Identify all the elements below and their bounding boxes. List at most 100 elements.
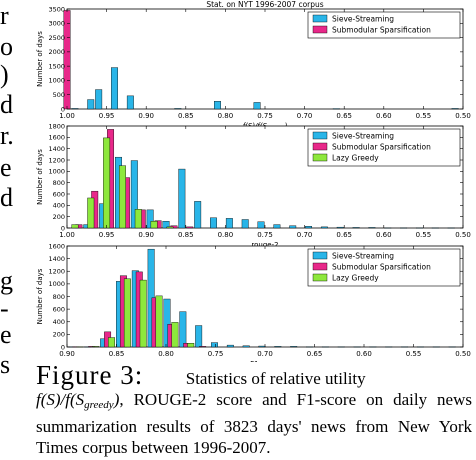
fragment: r. — [0, 121, 14, 150]
legend-label: Submodular Sparsification — [332, 263, 431, 272]
x-tick-label: 0.55 — [406, 350, 422, 358]
x-tick-label: 0.60 — [376, 231, 392, 239]
bar — [179, 311, 187, 348]
bar — [258, 345, 266, 348]
x-tick-label: 0.55 — [416, 231, 432, 239]
bar — [95, 89, 103, 110]
y-tick-label: 3500 — [48, 5, 65, 13]
bar — [306, 346, 313, 348]
legend: Sieve-Streaming Submodular Sparsification — [307, 11, 461, 39]
x-tick-label: 0.85 — [109, 350, 125, 358]
bar — [401, 346, 409, 348]
bar — [163, 298, 171, 348]
bar — [76, 346, 84, 348]
bar — [134, 209, 142, 229]
figure-charts: 1.00 0.95 0.90 0.85 0.80 0.75 0.70 0.65 0.60 0.55… — [36, 0, 471, 362]
y-tick-label: 1600 — [48, 134, 65, 142]
legend-label: Lazy Greedy — [332, 154, 379, 163]
bar — [336, 226, 344, 229]
y-tick-label: 500 — [53, 91, 65, 99]
legend-swatch — [312, 25, 328, 34]
bar — [211, 342, 218, 348]
x-tick-label: 0.80 — [218, 112, 234, 120]
legend-box — [307, 128, 461, 167]
fragment: s — [0, 350, 11, 379]
y-tick-label: 1400 — [48, 255, 65, 263]
bar — [186, 226, 194, 229]
bar — [130, 160, 138, 229]
bar — [71, 108, 79, 110]
fragment: r — [0, 1, 9, 30]
fragment: d — [0, 183, 13, 212]
y-tick-label: 1600 — [48, 242, 65, 250]
bar — [415, 227, 423, 229]
y-tick-label: 600 — [53, 305, 65, 313]
x-axis-label: F1-score — [250, 360, 280, 362]
y-axis-label: Number of days — [36, 268, 44, 324]
figure-caption: Figure 3: Statistics of relative utility… — [36, 362, 472, 458]
bar — [166, 226, 174, 229]
y-tick-label: 0 — [61, 224, 65, 232]
fragment: o — [0, 32, 13, 61]
bar — [257, 221, 265, 229]
legend-label: Sieve-Streaming — [332, 132, 394, 141]
x-tick-label: 0.95 — [99, 231, 115, 239]
chart-panel-2: 1.00 0.95 0.90 0.85 0.80 0.75 0.70 0.65 0.60 0.55… — [36, 122, 471, 249]
y-tick-label: 200 — [53, 331, 65, 339]
bar — [241, 219, 249, 229]
legend: Sieve-Streaming Submodular Sparsification… — [307, 128, 461, 167]
bar — [92, 346, 100, 348]
bar — [126, 95, 134, 110]
caption-math-pre: f(S)/f(S — [36, 390, 85, 409]
y-tick-label: 1400 — [48, 145, 65, 153]
x-tick-label: 0.50 — [455, 350, 471, 358]
y-tick-label: 400 — [53, 318, 65, 326]
fragment: ) — [0, 60, 9, 89]
bar — [400, 227, 408, 229]
fragment: g — [0, 266, 13, 295]
legend-label: Sieve-Streaming — [332, 252, 394, 261]
legend-swatch — [312, 131, 328, 140]
bar — [431, 227, 439, 229]
y-tick-label: 1500 — [48, 62, 65, 70]
caption-text-1: Statistics of relative utility — [185, 369, 366, 388]
bar — [111, 67, 118, 110]
legend-swatch — [312, 273, 328, 282]
bar — [71, 224, 79, 229]
bar — [451, 108, 459, 110]
bar — [146, 209, 154, 229]
x-tick-label: 0.90 — [138, 231, 154, 239]
y-tick-label: 1000 — [48, 77, 65, 85]
bar — [199, 346, 207, 348]
x-tick-label: 0.90 — [138, 112, 154, 120]
x-tick-label: 0.60 — [356, 350, 372, 358]
y-tick-label: 400 — [53, 202, 65, 210]
caption-math-sub: greedy — [84, 399, 114, 411]
bar — [273, 224, 281, 229]
x-tick-label: 0.70 — [297, 231, 313, 239]
bar — [195, 325, 203, 348]
y-tick-label: 2000 — [48, 48, 65, 56]
x-tick-label: 0.75 — [257, 112, 273, 120]
bar — [118, 165, 126, 229]
legend-swatch — [312, 262, 328, 271]
y-tick-label: 3000 — [48, 20, 65, 28]
fragment: e — [0, 320, 12, 349]
bar — [448, 346, 456, 348]
x-tick-label: 0.80 — [218, 231, 234, 239]
bar — [103, 137, 111, 229]
legend-box — [307, 248, 461, 287]
x-tick-label: 0.70 — [257, 350, 273, 358]
legend-label: Sieve-Streaming — [332, 15, 394, 24]
bar — [432, 346, 440, 348]
bar — [385, 346, 393, 348]
legend-swatch — [312, 251, 328, 260]
y-tick-label: 600 — [53, 190, 65, 198]
x-tick-label: 0.50 — [455, 231, 471, 239]
bar — [210, 217, 217, 229]
chart-panel-1: 1.00 0.95 0.90 0.85 0.80 0.75 0.70 0.65 0.60 0.55… — [36, 0, 471, 132]
legend-swatch — [312, 153, 328, 162]
y-tick-label: 800 — [53, 179, 65, 187]
caption-label: Figure 3: — [36, 360, 144, 390]
x-tick-label: 0.75 — [257, 231, 273, 239]
